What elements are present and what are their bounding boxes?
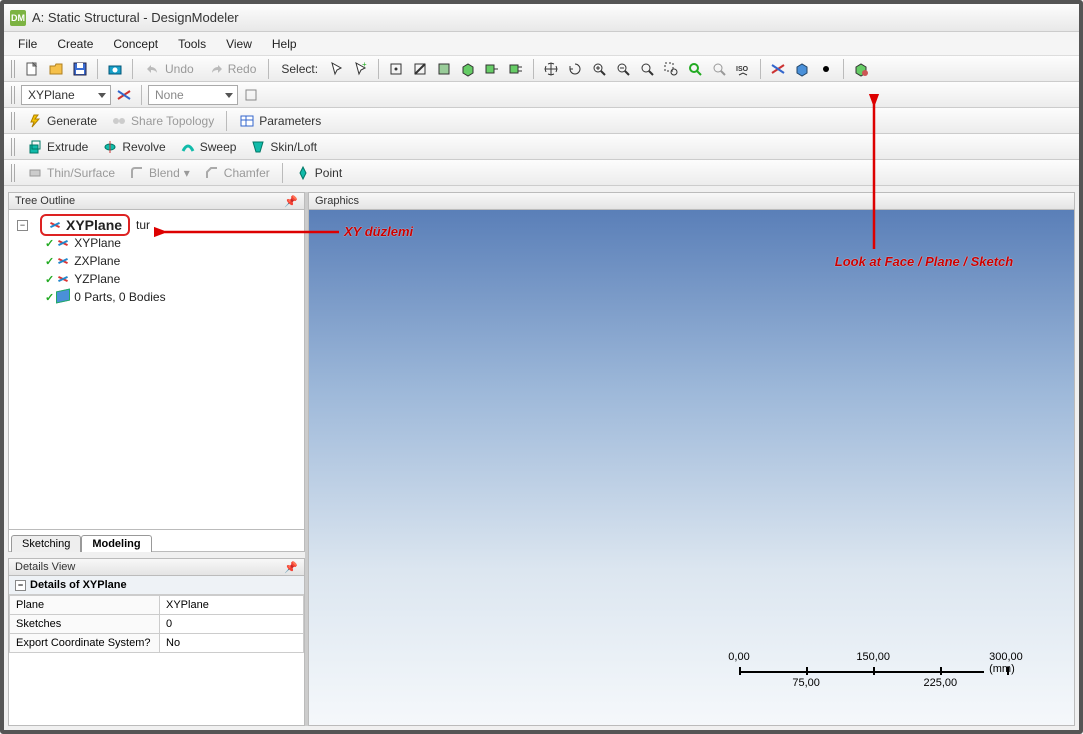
graphics-header: Graphics [308,192,1075,210]
new-sketch-icon[interactable] [240,84,262,106]
plane-icon [56,272,70,286]
iso-view-icon[interactable]: ISO [732,58,754,80]
zoom-box-icon[interactable] [660,58,682,80]
plane-dropdown[interactable]: XYPlane [21,85,111,105]
filter-point-icon[interactable] [385,58,407,80]
plane-icon [48,218,62,232]
window-title: A: Static Structural - DesignModeler [32,10,239,25]
annotation-arrow-lookat [859,94,889,254]
zoom-fit-icon[interactable] [636,58,658,80]
point-tool-icon[interactable] [815,58,837,80]
tree-item-zxplane[interactable]: ✓ ZXPlane [41,252,300,270]
toolbar-modify: Thin/Surface Blend ▾ Chamfer Point [4,160,1079,186]
annotation-arrow-xyplane [154,222,344,242]
menu-concept[interactable]: Concept [103,34,168,54]
plane-icon [56,236,70,250]
svg-text:+: + [362,61,367,69]
menubar: File Create Concept Tools View Help [4,32,1079,56]
new-plane-icon[interactable] [113,84,135,106]
menu-create[interactable]: Create [47,34,103,54]
filter-face-icon[interactable] [433,58,455,80]
thin-surface-button[interactable]: Thin/Surface [21,163,121,183]
menu-help[interactable]: Help [262,34,307,54]
chamfer-button[interactable]: Chamfer [198,163,276,183]
details-view: − Details of XYPlane PlaneXYPlane Sketch… [8,576,305,726]
left-panel: Tree Outline 📌 − XYPlane tur ✓ XYPlan [8,192,308,726]
details-view-header: Details View 📌 [8,558,305,576]
filter-extend-icon[interactable] [481,58,503,80]
tree-root-suffix: tur [136,218,150,232]
new-icon[interactable] [21,58,43,80]
tree-item-yzplane[interactable]: ✓ YZPlane [41,270,300,288]
details-table: PlaneXYPlane Sketches0 Export Coordinate… [9,595,304,653]
annotation-look-at: Look at Face / Plane / Sketch [834,254,1014,269]
titlebar: DM A: Static Structural - DesignModeler [4,4,1079,32]
look-at-icon[interactable] [850,58,872,80]
toolbar-generate: Generate Share Topology Parameters [4,108,1079,134]
filter-body-icon[interactable] [457,58,479,80]
toolbar-grip [11,60,16,78]
plane-tool-icon[interactable] [767,58,789,80]
zoom-sel-icon[interactable] [684,58,706,80]
menu-tools[interactable]: Tools [168,34,216,54]
revolve-button[interactable]: Revolve [96,137,171,157]
tab-sketching[interactable]: Sketching [11,535,81,552]
table-row[interactable]: Sketches0 [10,615,304,634]
select-label: Select: [275,60,324,78]
toolbar-plane: XYPlane None [4,82,1079,108]
undo-button[interactable]: Undo [139,59,200,79]
table-row[interactable]: Export Coordinate System?No [10,634,304,653]
plane-icon [56,254,70,268]
annotation-xy-plane: XY düzlemi [344,224,413,239]
generate-button[interactable]: Generate [21,111,103,131]
details-expander[interactable]: − [15,580,26,591]
pin-icon[interactable]: 📌 [284,561,298,574]
extrude-button[interactable]: Extrude [21,137,94,157]
zoom-prev-icon[interactable] [708,58,730,80]
tree-root-xyplane[interactable]: XYPlane [40,214,130,236]
scale-ruler: 0,00 150,00 300,00 (mm) 75,00 225,00 [739,655,1044,695]
snapshot-icon[interactable] [104,58,126,80]
zoom-in-icon[interactable] [588,58,610,80]
tree-tabs: Sketching Modeling [8,530,305,552]
tree-outline[interactable]: − XYPlane tur ✓ XYPlane ✓ ZXPlane [8,210,305,530]
open-icon[interactable] [45,58,67,80]
toolbar-main: Undo Redo Select: + ISO [4,56,1079,82]
tree-outline-header: Tree Outline 📌 [8,192,305,210]
rotate-icon[interactable] [564,58,586,80]
filter-edge-icon[interactable] [409,58,431,80]
svg-text:ISO: ISO [736,66,749,73]
sweep-button[interactable]: Sweep [174,137,243,157]
app-window: DM A: Static Structural - DesignModeler … [0,0,1083,734]
menu-file[interactable]: File [8,34,47,54]
zoom-out-icon[interactable] [612,58,634,80]
cursor-icon[interactable] [326,58,348,80]
parts-icon [56,290,70,304]
point-button[interactable]: Point [289,163,348,183]
filter-extend2-icon[interactable] [505,58,527,80]
redo-button[interactable]: Redo [202,59,263,79]
save-icon[interactable] [69,58,91,80]
toolbar-features: Extrude Revolve Sweep Skin/Loft [4,134,1079,160]
tree-expander[interactable]: − [17,220,28,231]
parameters-button[interactable]: Parameters [233,111,327,131]
tab-modeling[interactable]: Modeling [81,535,151,552]
sketch-dropdown[interactable]: None [148,85,238,105]
skinloft-button[interactable]: Skin/Loft [244,137,323,157]
pan-icon[interactable] [540,58,562,80]
app-icon: DM [10,10,26,26]
graphics-panel: Graphics [308,192,1075,726]
table-row[interactable]: PlaneXYPlane [10,596,304,615]
menu-view[interactable]: View [216,34,262,54]
cube-tool-icon[interactable] [791,58,813,80]
tree-item-parts[interactable]: ✓ 0 Parts, 0 Bodies [41,288,300,306]
viewport[interactable]: 0,00 150,00 300,00 (mm) 75,00 225,00 [308,210,1075,726]
cursor-add-icon[interactable]: + [350,58,372,80]
blend-button[interactable]: Blend ▾ [123,163,196,183]
pin-icon[interactable]: 📌 [284,195,298,208]
share-topology-button[interactable]: Share Topology [105,111,220,131]
